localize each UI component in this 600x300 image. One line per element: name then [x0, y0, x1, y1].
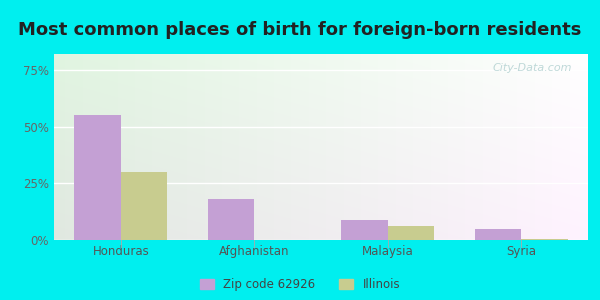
Text: City-Data.com: City-Data.com: [493, 63, 572, 73]
Legend: Zip code 62926, Illinois: Zip code 62926, Illinois: [200, 278, 400, 291]
Bar: [521, 239, 568, 240]
Bar: [208, 199, 254, 240]
Bar: [341, 220, 388, 240]
Bar: [121, 172, 167, 240]
Text: Most common places of birth for foreign-born residents: Most common places of birth for foreign-…: [19, 21, 581, 39]
Bar: [74, 115, 121, 240]
Bar: [475, 229, 521, 240]
Bar: [388, 226, 434, 240]
